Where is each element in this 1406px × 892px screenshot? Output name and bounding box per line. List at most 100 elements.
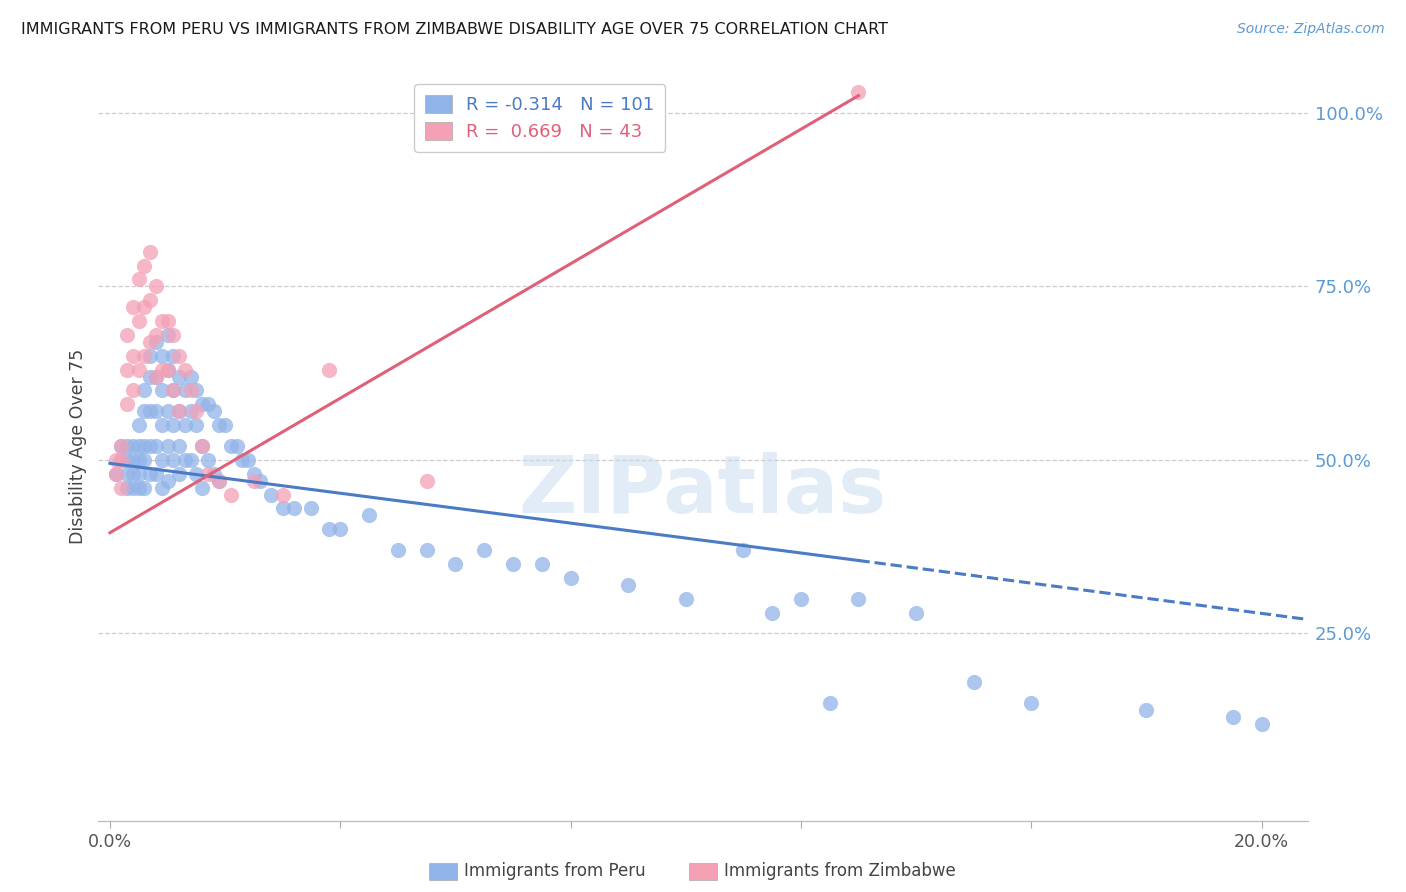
Point bbox=[617, 578, 640, 592]
Point bbox=[150, 384, 173, 398]
Point bbox=[115, 439, 138, 453]
Point bbox=[156, 439, 179, 453]
Point bbox=[733, 543, 755, 558]
Point bbox=[145, 369, 167, 384]
Point bbox=[173, 418, 195, 433]
Point bbox=[243, 467, 266, 481]
Point bbox=[104, 467, 127, 481]
Point bbox=[848, 591, 870, 606]
Point bbox=[208, 474, 231, 488]
Point bbox=[128, 362, 150, 376]
Point bbox=[180, 369, 202, 384]
Point bbox=[162, 349, 184, 363]
Point bbox=[1019, 696, 1042, 710]
Point bbox=[145, 404, 167, 418]
Point bbox=[905, 606, 928, 620]
Point bbox=[301, 501, 323, 516]
Point bbox=[186, 467, 208, 481]
Point bbox=[104, 467, 127, 481]
Point bbox=[110, 439, 132, 453]
Point bbox=[134, 481, 156, 495]
Point bbox=[150, 314, 173, 328]
Point bbox=[156, 474, 179, 488]
Point bbox=[134, 404, 156, 418]
Point bbox=[150, 362, 173, 376]
Point bbox=[115, 397, 138, 411]
Point bbox=[115, 362, 138, 376]
Point bbox=[502, 557, 524, 571]
Point bbox=[145, 467, 167, 481]
Point bbox=[139, 467, 162, 481]
Text: Source: ZipAtlas.com: Source: ZipAtlas.com bbox=[1237, 22, 1385, 37]
Point bbox=[134, 259, 156, 273]
Point bbox=[219, 487, 242, 501]
Point bbox=[186, 384, 208, 398]
Point bbox=[139, 334, 162, 349]
Point bbox=[128, 314, 150, 328]
Point bbox=[156, 328, 179, 343]
Point bbox=[208, 418, 231, 433]
Point bbox=[197, 453, 219, 467]
Point bbox=[329, 522, 352, 536]
Point bbox=[1222, 709, 1244, 723]
Point bbox=[115, 328, 138, 343]
Point bbox=[139, 244, 162, 259]
Point bbox=[675, 591, 697, 606]
Point bbox=[128, 418, 150, 433]
Y-axis label: Disability Age Over 75: Disability Age Over 75 bbox=[69, 349, 87, 543]
Point bbox=[128, 481, 150, 495]
Point bbox=[271, 501, 294, 516]
Text: Immigrants from Zimbabwe: Immigrants from Zimbabwe bbox=[724, 863, 956, 880]
Point bbox=[318, 362, 340, 376]
Point bbox=[197, 397, 219, 411]
Point bbox=[134, 439, 156, 453]
Point bbox=[1250, 716, 1272, 731]
Point bbox=[145, 334, 167, 349]
Point bbox=[115, 453, 138, 467]
Legend: R = -0.314   N = 101, R =  0.669   N = 43: R = -0.314 N = 101, R = 0.669 N = 43 bbox=[415, 84, 665, 152]
Point bbox=[115, 467, 138, 481]
Point bbox=[145, 328, 167, 343]
Point bbox=[139, 404, 162, 418]
Point bbox=[162, 384, 184, 398]
Text: Immigrants from Peru: Immigrants from Peru bbox=[464, 863, 645, 880]
Point bbox=[225, 439, 247, 453]
Point bbox=[156, 314, 179, 328]
Point bbox=[122, 481, 145, 495]
Point bbox=[530, 557, 553, 571]
Point bbox=[167, 404, 190, 418]
Point bbox=[115, 481, 138, 495]
Point bbox=[180, 453, 202, 467]
Point bbox=[357, 508, 380, 523]
Point bbox=[162, 453, 184, 467]
Point bbox=[139, 349, 162, 363]
Point bbox=[243, 474, 266, 488]
Point bbox=[180, 384, 202, 398]
Point bbox=[162, 418, 184, 433]
Point bbox=[472, 543, 495, 558]
Point bbox=[134, 453, 156, 467]
Point bbox=[415, 543, 437, 558]
Point bbox=[173, 362, 195, 376]
Point bbox=[134, 384, 156, 398]
Point bbox=[150, 453, 173, 467]
Point bbox=[156, 362, 179, 376]
Point bbox=[191, 439, 214, 453]
Point bbox=[110, 439, 132, 453]
Point bbox=[180, 404, 202, 418]
Point bbox=[444, 557, 467, 571]
Point bbox=[110, 453, 132, 467]
Point bbox=[122, 349, 145, 363]
Point bbox=[387, 543, 409, 558]
Point bbox=[167, 349, 190, 363]
Point bbox=[202, 404, 225, 418]
Point bbox=[214, 418, 236, 433]
Point bbox=[191, 481, 214, 495]
Point bbox=[208, 474, 231, 488]
Point bbox=[150, 481, 173, 495]
Point bbox=[173, 384, 195, 398]
Point bbox=[191, 397, 214, 411]
Point bbox=[122, 467, 145, 481]
Text: IMMIGRANTS FROM PERU VS IMMIGRANTS FROM ZIMBABWE DISABILITY AGE OVER 75 CORRELAT: IMMIGRANTS FROM PERU VS IMMIGRANTS FROM … bbox=[21, 22, 889, 37]
Point bbox=[162, 384, 184, 398]
